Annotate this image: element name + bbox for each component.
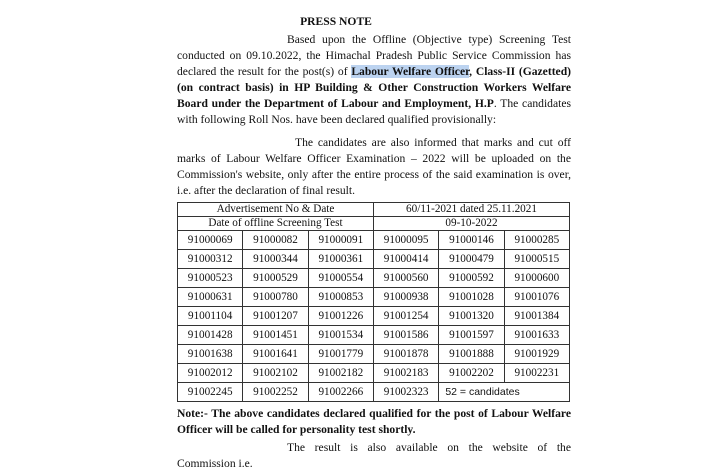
intro-text: Based upon the Offline (Objective type) … [177, 33, 571, 78]
highlighted-post: Labour Welfare Officer [351, 65, 470, 78]
roll-number: 91000082 [242, 230, 309, 250]
roll-number: 91001633 [503, 325, 571, 345]
press-note-page: PRESS NOTE Based upon the Offline (Objec… [176, 0, 571, 472]
table-row: 91000312 91000344 91000361 91000414 91000479… [176, 249, 571, 269]
page-title: PRESS NOTE [300, 15, 372, 28]
table-row: 91002012 91002102 91002182 91002183 91002202… [176, 363, 571, 383]
adv-label: Advertisement No & Date [177, 202, 374, 217]
roll-number: 91002183 [372, 363, 440, 383]
paragraph-result: Based upon the Offline (Objective type) … [177, 32, 571, 128]
roll-number: 91000069 [176, 230, 244, 250]
roll-number: 91000344 [242, 249, 309, 269]
roll-number: 91001597 [438, 325, 505, 345]
roll-number: 91000938 [372, 287, 440, 307]
roll-number: 91002252 [242, 382, 309, 402]
table-row: 91002245 91002252 91002266 91002323 52 = can… [176, 382, 570, 402]
roll-number: 91000780 [242, 287, 309, 307]
roll-number: 91001779 [307, 344, 374, 364]
roll-number: 91000146 [438, 230, 505, 250]
roll-number: 91002323 [372, 382, 440, 402]
roll-number: 91001384 [503, 306, 571, 326]
roll-number: 91001878 [372, 344, 440, 364]
roll-number: 91002202 [438, 363, 505, 383]
roll-number: 91001428 [176, 325, 244, 345]
roll-number: 91001076 [503, 287, 571, 307]
post-details: , Class-II (Gazetted) (on contract basis… [177, 65, 572, 110]
roll-number: 91000479 [438, 249, 505, 269]
outro-text: . The candidates with following Roll Nos… [177, 97, 571, 126]
roll-number: 91000414 [372, 249, 440, 269]
roll-number: 91001534 [307, 325, 374, 345]
roll-number: 91000361 [307, 249, 374, 269]
roll-number: 91001451 [242, 325, 309, 345]
adv-value: 60/11-2021 dated 25.11.2021 [372, 202, 571, 217]
roll-number: 91001888 [438, 344, 505, 364]
roll-number: 91000853 [307, 287, 374, 307]
roll-number: 91000312 [176, 249, 244, 269]
roll-number: 91000529 [242, 268, 309, 288]
roll-number: 91000091 [307, 230, 374, 250]
roll-number: 91000554 [307, 268, 374, 288]
roll-number: 91002245 [176, 382, 244, 402]
roll-number: 91001104 [176, 306, 244, 326]
note: Note:- The above candidates declared qua… [177, 407, 571, 436]
roll-number: 91002266 [307, 382, 374, 402]
table-row: 91000069 91000082 91000091 91000095 91000146… [176, 230, 571, 250]
test-date-label: Date of offline Screening Test [177, 216, 374, 231]
candidate-count: 52 = candidates [438, 382, 570, 402]
roll-number: 91001638 [176, 344, 244, 364]
roll-number: 91001929 [503, 344, 571, 364]
table-row: 91000631 91000780 91000853 91000938 91001028… [176, 287, 571, 307]
paragraph-marks-info: The candidates are also informed that ma… [177, 135, 571, 199]
test-date-value: 09-10-2022 [372, 216, 571, 231]
roll-number: 91001207 [242, 306, 309, 326]
roll-number: 91002231 [503, 363, 571, 383]
roll-number: 91001028 [438, 287, 505, 307]
roll-number: 91000515 [503, 249, 571, 269]
roll-number: 91001226 [307, 306, 374, 326]
table-row: 91001104 91001207 91001226 91001254 91001320… [176, 306, 571, 326]
roll-number: 91000631 [176, 287, 244, 307]
roll-number: 91001586 [372, 325, 440, 345]
roll-number: 91002012 [176, 363, 244, 383]
roll-number: 91000285 [503, 230, 571, 250]
roll-number: 91002102 [242, 363, 309, 383]
table-row: 91001428 91001451 91001534 91001586 91001597… [176, 325, 571, 345]
roll-number-table: Advertisement No & Date 60/11-2021 dated … [176, 202, 571, 402]
roll-number: 91000523 [176, 268, 244, 288]
roll-number: 91002182 [307, 363, 374, 383]
roll-number: 91001641 [242, 344, 309, 364]
marks-info-text: The candidates are also informed that ma… [177, 136, 571, 197]
table-row: 91001638 91001641 91001779 91001878 91001888… [176, 344, 571, 364]
website-line: The result is also available on the webs… [177, 441, 571, 470]
roll-number: 91001320 [438, 306, 505, 326]
roll-number: 91000592 [438, 268, 505, 288]
roll-number: 91000600 [503, 268, 571, 288]
table-row: 91000523 91000529 91000554 91000560 91000592… [176, 268, 571, 288]
roll-number: 91000560 [372, 268, 440, 288]
roll-number: 91001254 [372, 306, 440, 326]
roll-number: 91000095 [372, 230, 440, 250]
